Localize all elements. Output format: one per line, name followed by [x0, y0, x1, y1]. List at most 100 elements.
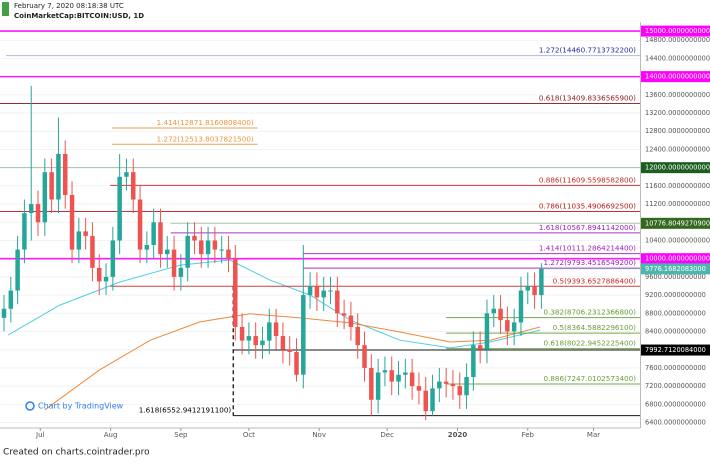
candle-body: [369, 367, 374, 400]
level-label: 1.618(6552.9412191100): [139, 406, 232, 415]
price-badge: [641, 253, 710, 265]
candle-body: [8, 290, 14, 309]
level-label: 0.786(11035.4906692500): [539, 202, 636, 211]
x-tick-label: Feb: [522, 431, 535, 439]
candle-body: [518, 290, 524, 323]
candle-body: [117, 176, 122, 241]
candle-body: [375, 372, 381, 400]
candle-body: [477, 345, 483, 350]
candle-body: [511, 322, 517, 332]
candle-body: [287, 349, 292, 352]
price-badge: [641, 162, 710, 174]
candle-body: [396, 374, 401, 382]
symbol: CoinMarketCap:BITCOIN:USD, 1D: [14, 12, 144, 20]
candle-body: [457, 386, 462, 396]
level-label: 0.5(8364.5882296100): [553, 323, 637, 332]
candle-body: [137, 199, 143, 250]
level-label: 1.618(10567.8941142000): [539, 223, 636, 232]
level-label: 1.272(12513.8037821500): [157, 134, 254, 143]
candle-body: [307, 285, 313, 296]
candle-body: [260, 340, 265, 346]
price-badge-label: 10776.8049270900: [645, 219, 710, 227]
candle-body: [505, 320, 510, 332]
price-badge-label: 14000.0000000000: [645, 73, 710, 81]
candle-body: [212, 240, 218, 250]
candle-body: [178, 267, 184, 277]
level-label: 0.886(11609.5598582800): [539, 175, 636, 184]
y-tick-label: 14800.0000000000: [645, 36, 710, 44]
price-badge-label: 7992.7120084000: [645, 346, 706, 354]
candle-body: [76, 231, 82, 250]
candle-body: [348, 315, 354, 327]
level-label: 1.272(14460.7713732200): [539, 46, 636, 55]
candle-body: [430, 388, 435, 412]
candle-body: [165, 249, 170, 255]
price-badge-label: 10000.0000000000: [645, 255, 710, 263]
level-label: 1.414(12871.8160808400): [157, 118, 254, 127]
candle-body: [382, 370, 388, 373]
candle-body: [49, 172, 54, 200]
candle-body: [103, 276, 109, 282]
candle-body: [389, 370, 394, 382]
y-tick-label: 8800.0000000000: [645, 309, 706, 317]
candle-body: [484, 313, 490, 350]
y-tick-label: 7600.0000000000: [645, 364, 706, 372]
price-badge-label: 15000.0000000000: [645, 27, 710, 35]
candle-body: [199, 240, 204, 255]
candle-body: [273, 322, 279, 337]
candle-body: [171, 249, 177, 277]
candle-body: [56, 153, 61, 200]
candle-body: [1, 308, 7, 318]
candle-body: [443, 381, 449, 384]
candle-body: [185, 235, 190, 268]
x-tick-label: Sep: [174, 431, 188, 439]
candle-body: [409, 372, 415, 387]
candle-body: [491, 308, 497, 314]
candle-body: [233, 258, 238, 327]
candle-body: [239, 326, 245, 341]
x-tick-label: Oct: [243, 431, 255, 439]
candle-body: [301, 295, 306, 375]
candle-body: [69, 194, 75, 250]
candle-body: [192, 235, 197, 241]
logo: [2, 2, 9, 16]
candle-body: [355, 326, 360, 346]
watermark: Chart by TradingView: [38, 402, 124, 411]
candle-body: [321, 290, 326, 298]
level-label: 0.886(7247.0102573400): [544, 374, 637, 383]
x-tick-label: Jul: [35, 431, 45, 439]
price-badge: [641, 344, 710, 356]
y-tick-label: 11200.0000000000: [645, 200, 710, 208]
candle-body: [525, 285, 531, 291]
candle-body: [151, 222, 156, 246]
y-tick-label: 12800.0000000000: [645, 127, 710, 135]
candle-body: [267, 322, 272, 341]
y-tick-label: 8400.0000000000: [645, 328, 706, 336]
candle-body: [158, 222, 163, 255]
candle-body: [205, 240, 211, 255]
candle-body: [96, 267, 102, 282]
candle-body: [124, 172, 129, 177]
candle-body: [498, 308, 503, 321]
candle-body: [471, 345, 476, 378]
candle-body: [403, 372, 408, 375]
candle-body: [62, 153, 68, 195]
candle-body: [28, 204, 34, 214]
candle-body: [437, 381, 442, 389]
y-tick-label: 12400.0000000000: [645, 145, 710, 153]
y-tick-label: 13200.0000000000: [645, 109, 710, 117]
candle-body: [362, 345, 367, 368]
y-tick-label: 13600.0000000000: [645, 91, 710, 99]
y-tick-label: 9600.0000000000: [645, 273, 706, 281]
x-tick-label: Dec: [380, 431, 394, 439]
candle-body: [280, 336, 286, 350]
price-badge: [641, 71, 710, 83]
candle-body: [42, 172, 48, 223]
y-tick-label: 6400.0000000000: [645, 419, 706, 427]
price-badge: [641, 263, 710, 275]
price-badge-label: 9776.1682083000: [645, 265, 706, 273]
candle-body: [341, 313, 347, 316]
candle-body: [539, 268, 544, 296]
candle-body: [219, 249, 224, 251]
